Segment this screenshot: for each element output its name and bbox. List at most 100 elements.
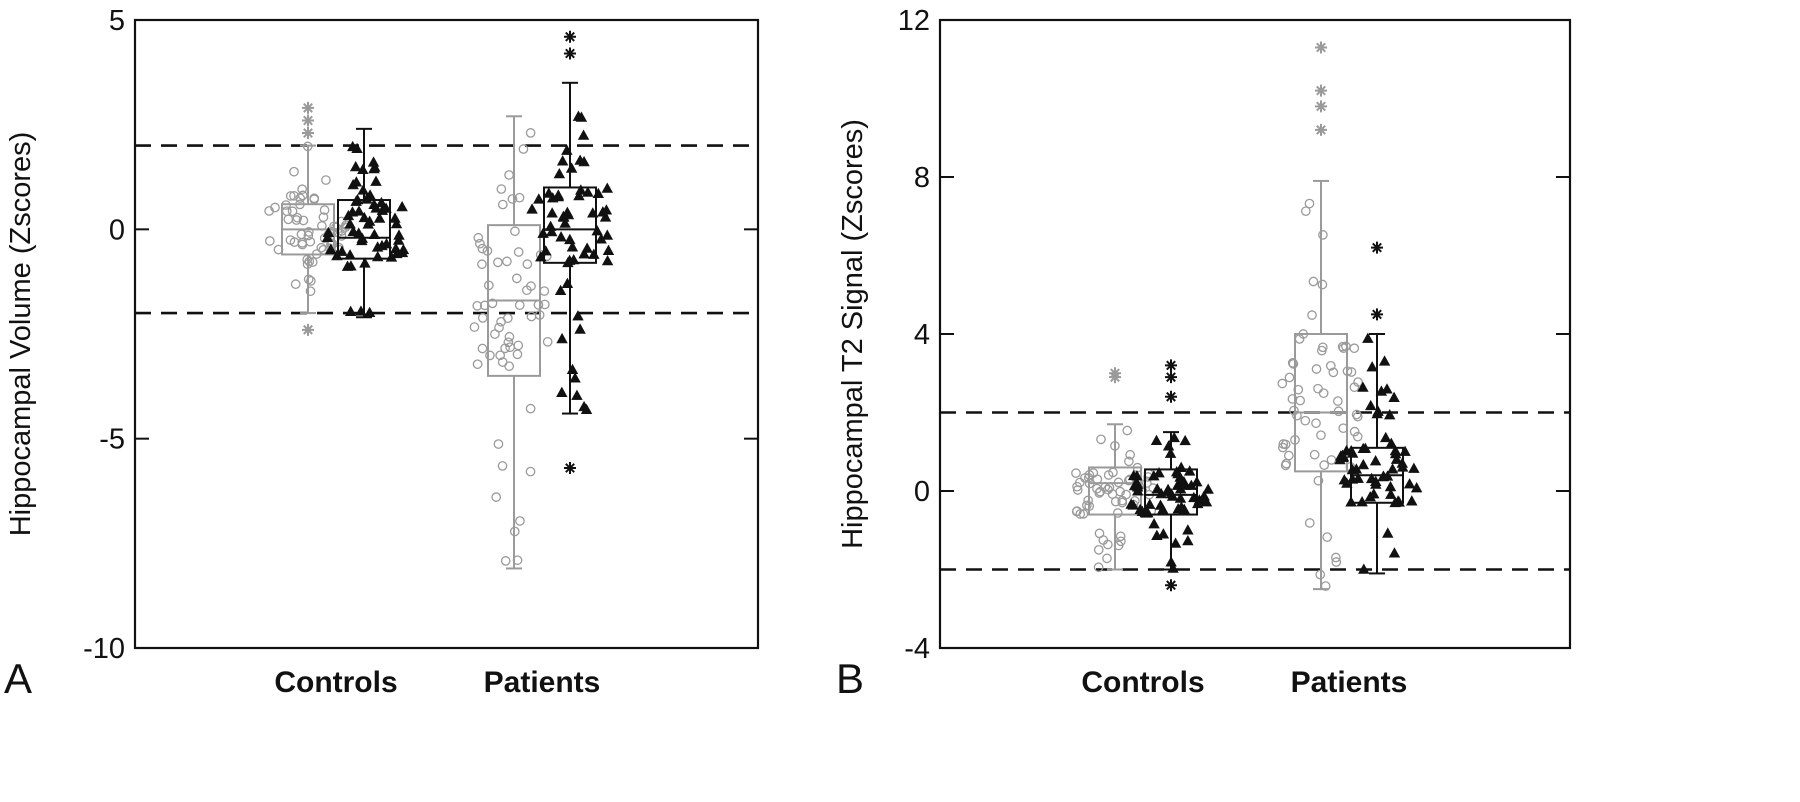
data-point xyxy=(305,286,316,297)
data-point xyxy=(504,331,515,342)
data-point xyxy=(1122,425,1133,436)
data-point xyxy=(336,245,348,256)
data-point xyxy=(591,225,603,236)
data-point xyxy=(1182,524,1194,535)
data-point xyxy=(1148,518,1160,529)
data-point xyxy=(368,228,381,240)
data-point xyxy=(1313,383,1323,394)
data-point xyxy=(525,128,536,138)
data-point xyxy=(289,166,299,177)
data-point xyxy=(567,254,580,265)
data-point xyxy=(1124,456,1134,467)
data-point xyxy=(344,218,356,229)
data-point xyxy=(578,248,590,259)
data-point xyxy=(370,175,382,186)
box-controls-triangles xyxy=(1125,359,1214,592)
box-patients-triangles xyxy=(1334,241,1423,575)
data-point xyxy=(1326,455,1337,465)
data-point xyxy=(1144,498,1156,509)
data-point xyxy=(571,389,583,400)
data-point xyxy=(1116,536,1126,547)
data-point xyxy=(356,234,368,246)
data-point xyxy=(472,300,483,311)
box-controls-circles xyxy=(264,101,351,336)
data-point xyxy=(1071,506,1082,517)
data-point xyxy=(318,212,329,223)
outlier-marker xyxy=(1315,41,1327,54)
data-point xyxy=(287,206,298,217)
data-point xyxy=(1151,483,1163,494)
data-point xyxy=(1150,434,1163,445)
data-point xyxy=(1287,358,1298,368)
data-point xyxy=(1304,518,1315,528)
box-iqr xyxy=(337,199,391,260)
data-point xyxy=(556,386,568,397)
data-point xyxy=(1112,508,1123,518)
data-point xyxy=(1094,488,1105,498)
data-point xyxy=(561,277,574,288)
data-point xyxy=(526,281,536,291)
data-point xyxy=(380,202,392,213)
data-point xyxy=(1385,488,1397,499)
data-point xyxy=(546,225,558,237)
data-point xyxy=(1093,545,1104,555)
data-point xyxy=(331,249,343,261)
box-iqr xyxy=(1144,468,1198,516)
data-point xyxy=(1357,458,1370,470)
data-point xyxy=(513,340,524,351)
data-point xyxy=(1316,430,1326,441)
data-point xyxy=(1093,562,1104,573)
data-point xyxy=(396,200,408,212)
data-point xyxy=(510,226,520,237)
data-point xyxy=(601,229,614,240)
data-point xyxy=(497,461,508,471)
outlier-marker xyxy=(1315,123,1327,136)
data-point xyxy=(1380,431,1392,443)
data-point xyxy=(496,316,506,327)
data-point xyxy=(1386,463,1399,474)
outlier-marker xyxy=(1165,579,1177,592)
data-point xyxy=(1357,381,1369,392)
box-controls-triangles xyxy=(321,127,410,319)
panel-letter: A xyxy=(4,655,32,702)
data-point xyxy=(497,199,508,210)
data-point xyxy=(1183,465,1196,476)
data-point xyxy=(518,144,529,154)
outlier-marker xyxy=(1165,359,1177,372)
data-point xyxy=(291,215,302,225)
data-point xyxy=(1098,535,1109,545)
data-point xyxy=(515,516,525,526)
data-point xyxy=(349,160,362,172)
data-point xyxy=(304,227,314,237)
data-point xyxy=(473,232,484,243)
data-point xyxy=(495,350,506,361)
data-point xyxy=(370,202,382,213)
data-point xyxy=(1388,547,1401,558)
data-point xyxy=(1328,367,1339,378)
data-point xyxy=(1311,364,1322,374)
data-point xyxy=(1325,360,1336,371)
data-point xyxy=(512,349,523,360)
data-point xyxy=(574,323,586,334)
data-point xyxy=(1307,310,1317,320)
data-point xyxy=(601,182,613,193)
data-point xyxy=(556,332,568,344)
outlier-marker xyxy=(564,30,576,43)
data-point xyxy=(1370,478,1382,489)
y-tick-label: -4 xyxy=(904,633,930,665)
data-point xyxy=(1309,449,1320,460)
data-point xyxy=(1115,531,1126,542)
panel-letter: B xyxy=(836,655,864,702)
box-patients-circles xyxy=(469,115,553,570)
data-point xyxy=(533,193,545,204)
data-point xyxy=(539,299,550,310)
y-tick-label: 0 xyxy=(914,476,930,508)
data-point xyxy=(526,203,538,214)
data-point xyxy=(1157,528,1170,539)
y-tick-label: -10 xyxy=(83,633,125,665)
data-point xyxy=(1362,332,1374,343)
data-point xyxy=(285,191,296,201)
data-point xyxy=(562,208,575,220)
data-point xyxy=(1322,532,1333,542)
